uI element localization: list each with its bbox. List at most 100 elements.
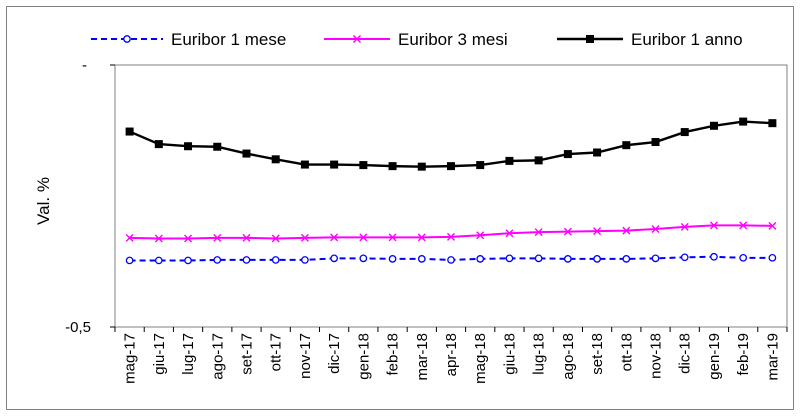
data-point-x bbox=[125, 233, 134, 242]
data-point-x-stroke bbox=[505, 229, 514, 238]
data-point-circle bbox=[768, 253, 777, 262]
x-tick-label: ott-18 bbox=[618, 333, 635, 371]
x-tick-label: mag-17 bbox=[122, 333, 139, 384]
data-point-circle bbox=[651, 254, 660, 263]
data-point-x bbox=[622, 226, 631, 235]
data-point-square bbox=[476, 161, 485, 170]
data-point-x-stroke bbox=[534, 228, 543, 237]
data-point-x-stroke bbox=[709, 221, 718, 230]
data-point-square bbox=[680, 128, 689, 137]
data-point-circle bbox=[680, 253, 689, 262]
data-point-square bbox=[184, 142, 193, 151]
data-point-circle bbox=[330, 254, 338, 263]
series-2 bbox=[125, 117, 777, 171]
data-point-square bbox=[300, 160, 309, 169]
data-point-circle bbox=[593, 255, 601, 263]
data-point-circle bbox=[564, 255, 572, 263]
data-point-circle bbox=[125, 256, 134, 265]
data-point-x-stroke bbox=[476, 231, 485, 240]
data-point-circle bbox=[739, 253, 748, 262]
data-point-x-stroke bbox=[768, 221, 777, 230]
data-point-x-stroke bbox=[359, 233, 368, 242]
series-1 bbox=[125, 221, 777, 243]
x-tick-label: apr-18 bbox=[443, 333, 460, 376]
x-tick-label: lug-18 bbox=[531, 333, 548, 375]
data-point-square bbox=[563, 150, 572, 159]
data-point-circle bbox=[242, 256, 251, 264]
legend: Euribor 1 mese Euribor 3 mesi Euribor 1 an… bbox=[91, 30, 743, 49]
y-axis-label: Val. % bbox=[34, 177, 53, 225]
data-point-x-stroke bbox=[353, 35, 361, 43]
data-point-circle bbox=[447, 256, 455, 264]
data-point-x-stroke bbox=[184, 234, 193, 243]
data-point-x-stroke bbox=[622, 226, 631, 235]
data-point-x bbox=[154, 234, 163, 243]
data-point-square bbox=[622, 141, 631, 150]
data-point-x bbox=[300, 233, 309, 242]
data-point-square bbox=[593, 148, 602, 157]
data-point-x bbox=[739, 221, 748, 230]
data-point-x bbox=[184, 234, 193, 243]
data-point-x-stroke bbox=[593, 227, 602, 236]
legend-item-2: Euribor 1 anno bbox=[557, 30, 743, 49]
chart-frame: Euribor 1 mese Euribor 3 mesi Euribor 1 an… bbox=[6, 6, 794, 410]
data-point-square bbox=[154, 140, 163, 149]
line-chart: Euribor 1 mese Euribor 3 mesi Euribor 1 an… bbox=[34, 30, 788, 384]
data-point-square bbox=[534, 156, 543, 165]
data-point-circle bbox=[505, 254, 514, 263]
data-point-x bbox=[651, 225, 660, 234]
data-point-x-stroke bbox=[417, 233, 426, 242]
y-axis: - -0,5 Val. % bbox=[34, 57, 115, 336]
data-point-square bbox=[651, 138, 660, 147]
data-point-x bbox=[213, 233, 222, 242]
x-tick-label: gen-18 bbox=[355, 333, 372, 380]
data-point-square bbox=[125, 127, 134, 136]
data-point-x bbox=[680, 222, 689, 231]
x-tick-label: nov-18 bbox=[648, 333, 665, 379]
x-tick-label: mar-18 bbox=[414, 333, 431, 381]
data-point-x bbox=[593, 227, 602, 236]
data-point-x-stroke bbox=[739, 221, 748, 230]
x-tick-label: mar-19 bbox=[764, 333, 781, 381]
x-tick-label: ago-17 bbox=[209, 333, 226, 380]
legend-label: Euribor 1 anno bbox=[631, 30, 743, 49]
plot-area bbox=[114, 64, 788, 328]
data-point-x-stroke bbox=[388, 233, 397, 242]
x-tick-label: set-18 bbox=[589, 333, 606, 375]
data-point-x-stroke bbox=[330, 233, 339, 242]
data-point-circle bbox=[710, 252, 718, 261]
data-point-square bbox=[213, 142, 222, 151]
data-point-square bbox=[417, 162, 426, 171]
x-tick-label: nov-17 bbox=[297, 333, 314, 379]
x-tick-label: lug-17 bbox=[180, 333, 197, 375]
data-point-x bbox=[709, 221, 718, 230]
data-point-circle bbox=[622, 255, 631, 263]
data-point-x-stroke bbox=[271, 234, 280, 243]
data-point-x bbox=[353, 35, 361, 43]
data-point-x-stroke bbox=[242, 233, 251, 242]
data-point-x bbox=[768, 221, 777, 230]
plot-border bbox=[114, 64, 788, 328]
data-point-x bbox=[447, 232, 455, 241]
data-point-x bbox=[330, 233, 339, 242]
data-point-square bbox=[768, 119, 777, 128]
data-point-square bbox=[505, 156, 514, 165]
data-point-x bbox=[359, 233, 368, 242]
data-point-square bbox=[242, 149, 251, 158]
x-tick-label: dic-17 bbox=[326, 333, 343, 374]
x-tick-label: ago-18 bbox=[560, 333, 577, 380]
legend-item-0: Euribor 1 mese bbox=[91, 30, 286, 49]
y-tick-label-top: - bbox=[82, 57, 87, 74]
legend-label: Euribor 1 mese bbox=[171, 30, 286, 49]
y-tick-label-bottom: -0,5 bbox=[65, 319, 91, 336]
data-point-x-stroke bbox=[563, 227, 572, 236]
x-tick-label: feb-18 bbox=[385, 333, 402, 376]
legend-label: Euribor 3 mesi bbox=[398, 30, 508, 49]
data-point-x-stroke bbox=[213, 233, 222, 242]
x-tick-label: gen-19 bbox=[706, 333, 723, 380]
data-point-circle bbox=[271, 256, 280, 264]
data-point-x-stroke bbox=[680, 222, 689, 231]
data-point-circle bbox=[184, 256, 192, 265]
x-tick-label: ott-17 bbox=[268, 333, 285, 371]
data-point-square bbox=[388, 162, 397, 171]
